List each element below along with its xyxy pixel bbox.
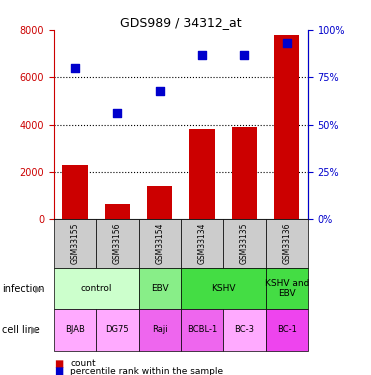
Bar bbox=[181, 309, 223, 351]
Bar bbox=[181, 219, 223, 268]
Point bbox=[157, 88, 162, 94]
Text: count: count bbox=[70, 359, 96, 368]
Text: ▶: ▶ bbox=[35, 284, 43, 294]
Title: GDS989 / 34312_at: GDS989 / 34312_at bbox=[120, 16, 242, 29]
Text: GSM33154: GSM33154 bbox=[155, 223, 164, 264]
Bar bbox=[138, 219, 181, 268]
Bar bbox=[223, 219, 266, 268]
Text: KSHV: KSHV bbox=[211, 284, 236, 293]
Bar bbox=[62, 165, 88, 219]
Point bbox=[72, 65, 78, 71]
Point bbox=[242, 52, 247, 58]
Bar bbox=[189, 129, 215, 219]
Point bbox=[114, 110, 120, 116]
Bar bbox=[138, 309, 181, 351]
Text: GSM33134: GSM33134 bbox=[197, 223, 207, 264]
Text: BJAB: BJAB bbox=[65, 326, 85, 334]
Bar bbox=[54, 219, 96, 268]
Bar bbox=[181, 268, 266, 309]
Bar bbox=[54, 309, 96, 351]
Text: GSM33135: GSM33135 bbox=[240, 223, 249, 264]
Text: percentile rank within the sample: percentile rank within the sample bbox=[70, 367, 224, 375]
Bar bbox=[147, 186, 173, 219]
Bar bbox=[223, 309, 266, 351]
Bar bbox=[266, 219, 308, 268]
Text: Raji: Raji bbox=[152, 326, 167, 334]
Text: BC-1: BC-1 bbox=[277, 326, 297, 334]
Text: control: control bbox=[81, 284, 112, 293]
Text: cell line: cell line bbox=[2, 325, 40, 335]
Text: GSM33155: GSM33155 bbox=[70, 223, 79, 264]
Text: ▶: ▶ bbox=[31, 325, 38, 335]
Text: KSHV and
EBV: KSHV and EBV bbox=[265, 279, 309, 298]
Text: ■: ■ bbox=[54, 359, 63, 369]
Text: infection: infection bbox=[2, 284, 45, 294]
Text: BC-3: BC-3 bbox=[234, 326, 255, 334]
Text: BCBL-1: BCBL-1 bbox=[187, 326, 217, 334]
Text: ■: ■ bbox=[54, 366, 63, 375]
Bar bbox=[138, 268, 181, 309]
Bar bbox=[54, 268, 138, 309]
Bar bbox=[266, 268, 308, 309]
Bar bbox=[105, 204, 130, 219]
Text: DG75: DG75 bbox=[105, 326, 129, 334]
Bar bbox=[96, 219, 138, 268]
Text: GSM33136: GSM33136 bbox=[282, 223, 291, 264]
Text: EBV: EBV bbox=[151, 284, 168, 293]
Bar bbox=[274, 35, 299, 219]
Point bbox=[284, 40, 290, 46]
Bar bbox=[266, 309, 308, 351]
Text: GSM33156: GSM33156 bbox=[113, 223, 122, 264]
Bar bbox=[96, 309, 138, 351]
Point bbox=[199, 52, 205, 58]
Bar bbox=[232, 127, 257, 219]
